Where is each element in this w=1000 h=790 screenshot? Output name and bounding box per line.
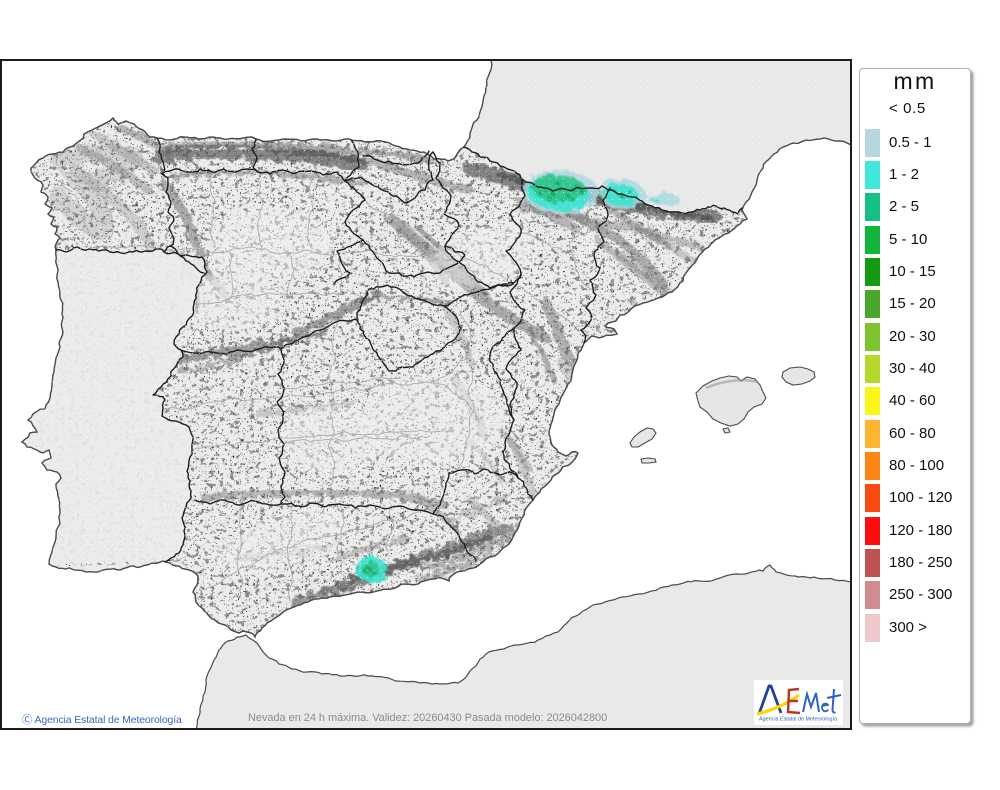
svg-text:Agencia Estatal de Meteorologí: Agencia Estatal de Meteorología [759, 717, 837, 723]
